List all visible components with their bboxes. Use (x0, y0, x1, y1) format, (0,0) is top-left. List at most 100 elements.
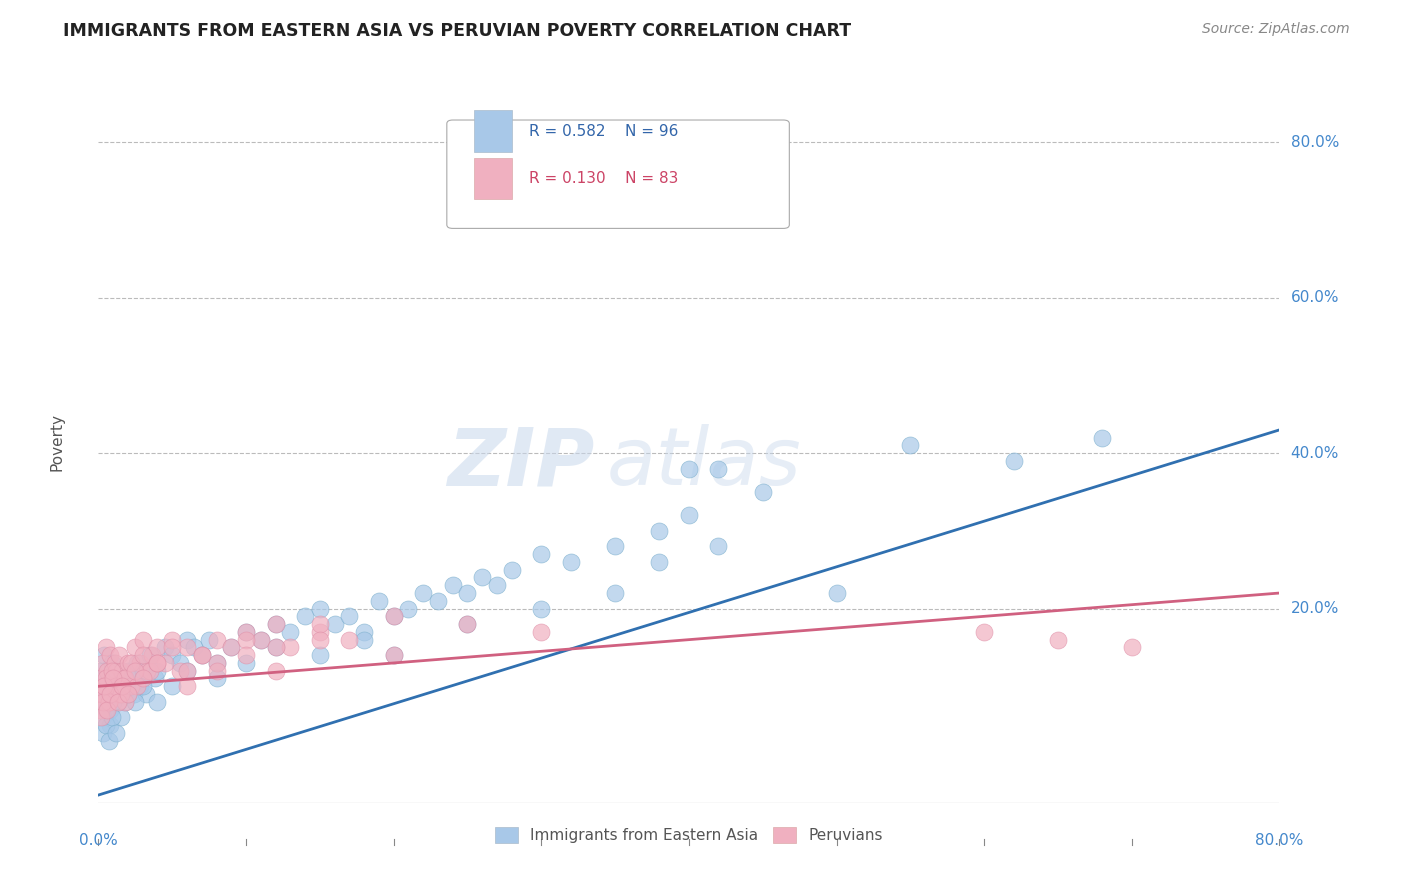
Point (146, 656, 169, 670)
Point (135, 687, 157, 701)
FancyBboxPatch shape (447, 120, 789, 228)
Point (973, 624, 995, 639)
Point (183, 640, 205, 655)
Point (139, 664, 162, 678)
Point (412, 586, 434, 600)
Point (294, 609, 316, 624)
Text: ZIP: ZIP (447, 425, 595, 502)
Point (98, 648, 121, 663)
Point (309, 624, 332, 639)
Point (427, 594, 450, 608)
Point (457, 617, 479, 632)
Point (128, 679, 150, 693)
Point (117, 664, 139, 678)
Point (143, 672, 166, 686)
Point (162, 632, 183, 647)
Point (91, 656, 114, 670)
Point (93, 648, 115, 663)
Point (530, 624, 553, 639)
Text: IMMIGRANTS FROM EASTERN ASIA VS PERUVIAN POVERTY CORRELATION CHART: IMMIGRANTS FROM EASTERN ASIA VS PERUVIAN… (63, 22, 852, 40)
FancyBboxPatch shape (474, 158, 512, 200)
Point (115, 679, 138, 693)
Point (97, 695, 120, 709)
Point (235, 632, 257, 647)
Point (191, 648, 214, 663)
Point (105, 679, 128, 693)
Point (1046, 632, 1070, 647)
Point (162, 648, 183, 663)
Point (264, 640, 287, 655)
Text: Poverty: Poverty (49, 412, 65, 471)
Point (235, 648, 257, 663)
Point (205, 664, 228, 678)
Point (107, 695, 129, 709)
Point (98, 702, 121, 716)
Point (339, 609, 361, 624)
Point (825, 586, 848, 600)
Point (176, 664, 198, 678)
Point (132, 632, 155, 647)
Point (162, 679, 183, 693)
Point (91, 687, 114, 701)
Point (382, 648, 405, 663)
Point (90, 672, 112, 686)
Point (605, 540, 627, 554)
Point (264, 617, 287, 632)
Point (678, 508, 700, 523)
Text: atlas: atlas (606, 425, 801, 502)
Point (191, 648, 214, 663)
Point (89, 687, 111, 701)
Point (235, 624, 257, 639)
Point (132, 679, 155, 693)
Text: 80.0%: 80.0% (1291, 135, 1339, 150)
Point (94, 718, 117, 732)
Point (457, 617, 479, 632)
Point (648, 555, 671, 569)
Point (94, 640, 117, 655)
Point (221, 640, 243, 655)
Point (398, 601, 420, 615)
Point (132, 664, 155, 678)
Point (191, 648, 214, 663)
Point (100, 664, 122, 678)
Point (114, 672, 136, 686)
Point (752, 485, 775, 500)
Point (108, 664, 131, 678)
Point (900, 438, 922, 452)
Point (103, 695, 125, 709)
Point (120, 656, 142, 670)
Point (90, 710, 112, 724)
Point (264, 664, 287, 678)
Point (1091, 431, 1114, 445)
Text: 0.0%: 0.0% (79, 833, 118, 848)
Point (117, 656, 139, 670)
Text: 60.0%: 60.0% (1291, 290, 1339, 305)
Point (114, 695, 136, 709)
Point (141, 648, 163, 663)
Point (125, 656, 148, 670)
Point (100, 656, 122, 670)
Point (205, 672, 228, 686)
Point (136, 664, 159, 678)
Point (368, 594, 391, 608)
Point (280, 624, 302, 639)
Point (146, 695, 169, 709)
Point (162, 640, 183, 655)
Point (90, 702, 112, 716)
FancyBboxPatch shape (474, 110, 512, 152)
Point (124, 640, 146, 655)
Point (648, 524, 671, 538)
Point (560, 555, 582, 569)
Point (114, 695, 136, 709)
Point (309, 617, 332, 632)
Point (124, 664, 146, 678)
Point (457, 586, 479, 600)
Point (108, 648, 131, 663)
Point (103, 679, 125, 693)
Text: 80.0%: 80.0% (1256, 833, 1303, 848)
Point (128, 656, 150, 670)
Point (110, 710, 132, 724)
Point (471, 570, 494, 584)
Point (250, 632, 273, 647)
Point (353, 624, 375, 639)
